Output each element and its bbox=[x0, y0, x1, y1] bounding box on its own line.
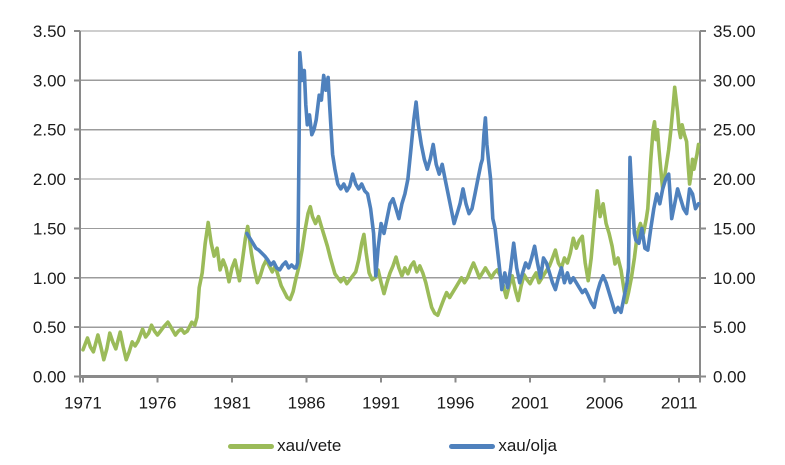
y-left-tick-label: 2.50 bbox=[33, 121, 66, 140]
legend-entry-xau-olja: xau/olja bbox=[449, 436, 557, 456]
x-tick-label: 2011 bbox=[661, 394, 698, 413]
legend-label-xau-vete: xau/vete bbox=[277, 436, 342, 455]
y-left-tick-label: 2.00 bbox=[33, 170, 66, 189]
y-right-tick-label: 20.00 bbox=[713, 170, 756, 189]
y-left-tick-label: 1.00 bbox=[33, 269, 66, 288]
y-right-tick-label: 0.00 bbox=[713, 368, 746, 387]
y-right-tick-label: 25.00 bbox=[713, 121, 756, 140]
legend-entry-xau-vete: xau/vete bbox=[228, 436, 341, 456]
legend-swatch-xau-vete-icon bbox=[228, 443, 275, 449]
y-right-tick-label: 30.00 bbox=[713, 71, 756, 90]
y-left-tick-label: 3.50 bbox=[33, 22, 66, 41]
y-right-tick-label: 15.00 bbox=[713, 219, 756, 238]
series-line-xau-olja bbox=[245, 50, 701, 315]
y-left-tick-label: 0.00 bbox=[33, 368, 66, 387]
y-left-tick-label: 1.50 bbox=[33, 219, 66, 238]
y-right-tick-label: 5.00 bbox=[713, 318, 746, 337]
y-right-tick-label: 10.00 bbox=[713, 269, 756, 288]
x-tick-label: 1986 bbox=[288, 394, 326, 413]
x-tick-label: 1981 bbox=[213, 394, 251, 413]
legend-label-xau-olja: xau/olja bbox=[498, 436, 557, 455]
x-tick-label: 2006 bbox=[586, 394, 624, 413]
x-tick-label: 1976 bbox=[139, 394, 177, 413]
series-line-xau-vete bbox=[81, 85, 701, 362]
y-right-tick-label: 35.00 bbox=[713, 22, 756, 41]
y-left-tick-label: 0.50 bbox=[33, 318, 66, 337]
x-tick-label: 2001 bbox=[511, 394, 549, 413]
legend: xau/vete xau/olja bbox=[0, 436, 785, 456]
y-left-tick-label: 3.00 bbox=[33, 71, 66, 90]
x-tick-label: 1991 bbox=[362, 394, 400, 413]
x-tick-label: 1996 bbox=[437, 394, 475, 413]
x-tick-label: 1971 bbox=[64, 394, 102, 413]
legend-swatch-xau-olja-icon bbox=[449, 443, 496, 449]
